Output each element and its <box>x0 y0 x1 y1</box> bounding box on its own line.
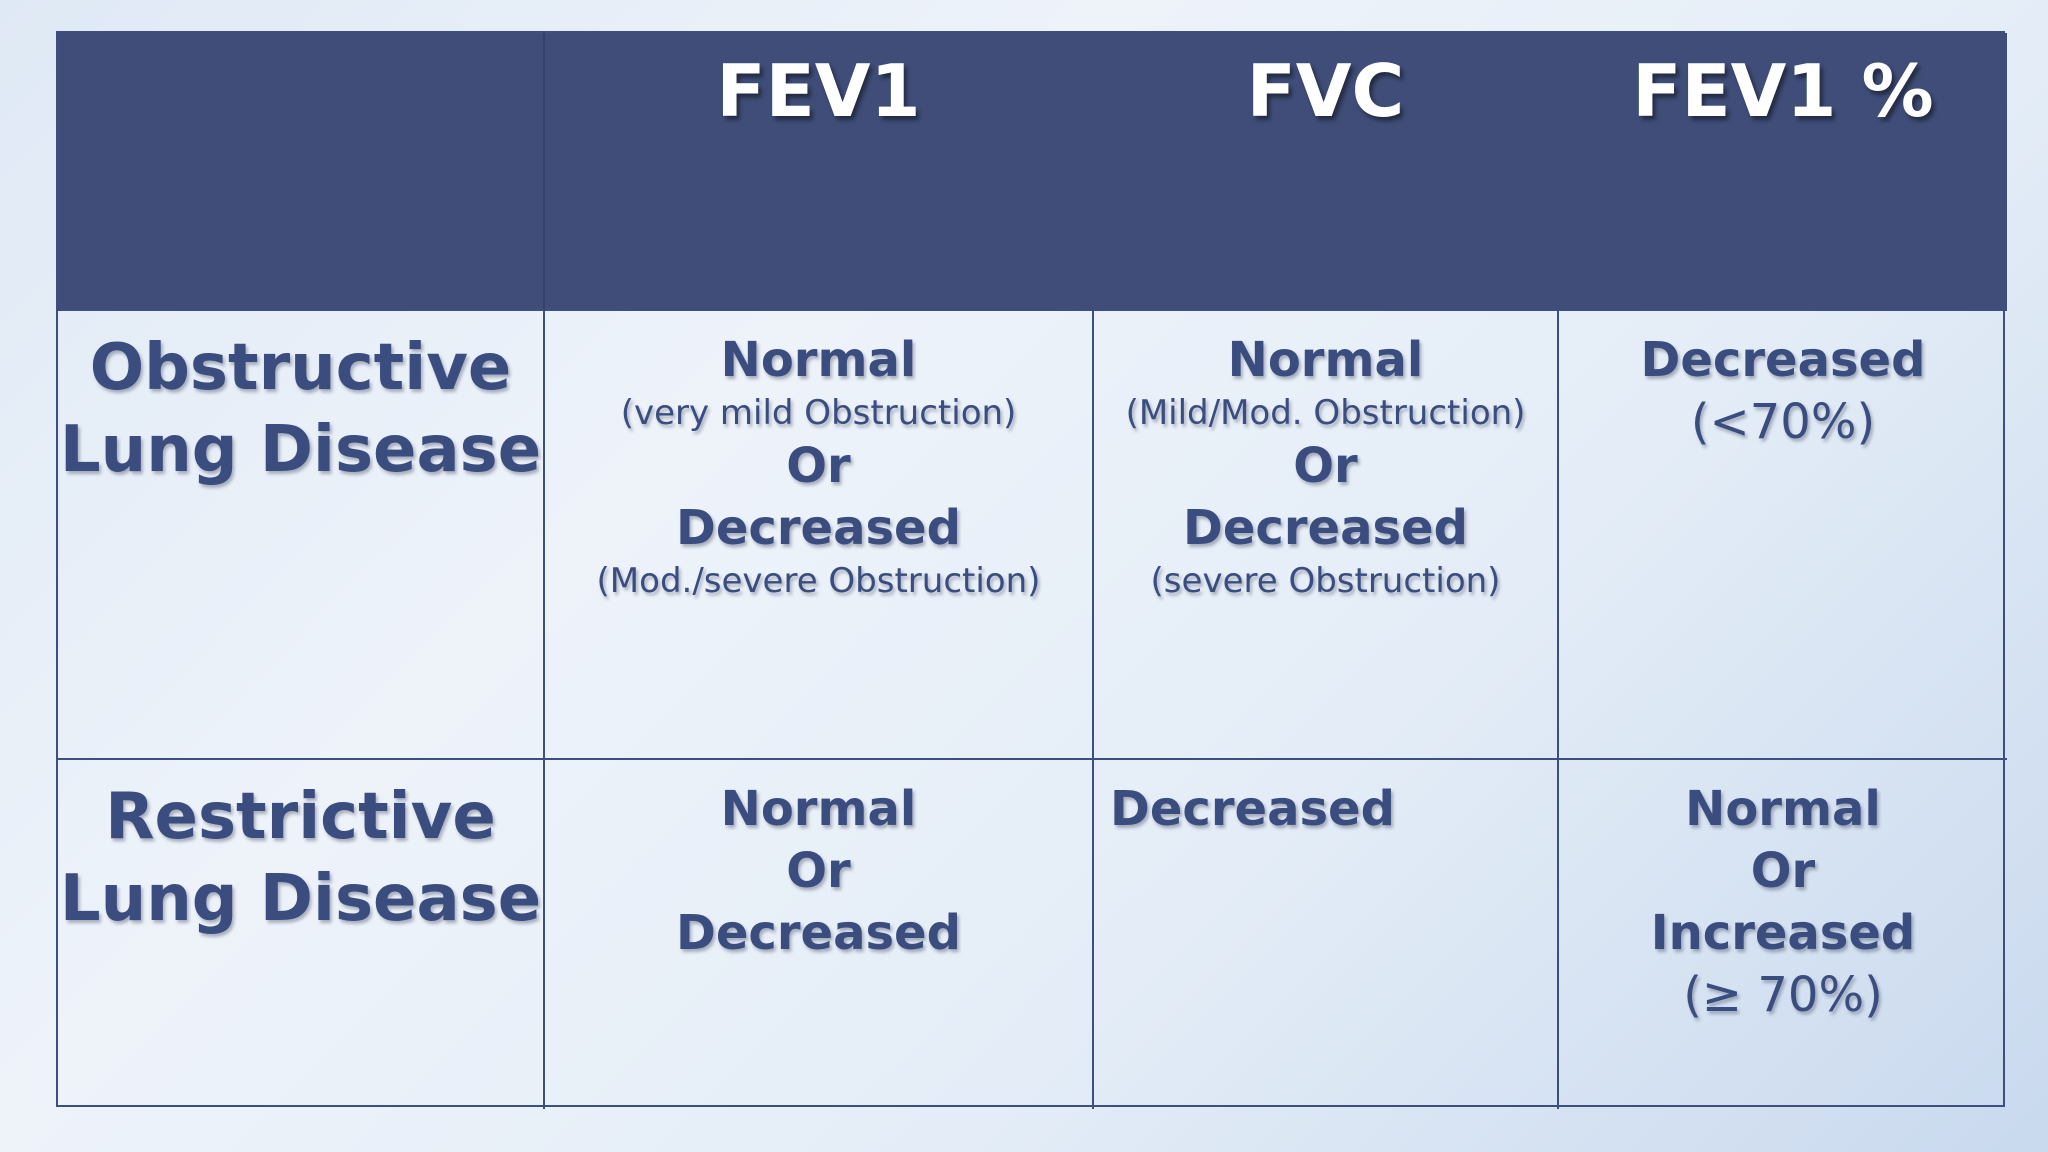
cell-note: (≥ 70%) <box>1683 967 1883 1023</box>
header-cell-empty <box>58 33 545 311</box>
cell-value: Normal <box>720 332 917 388</box>
header-cell-fev1-percent: FEV1 % <box>1559 33 2007 311</box>
cell-value: Or <box>786 438 851 494</box>
row-label-line: Restrictive <box>105 780 496 854</box>
row-label-line: Obstructive <box>89 331 512 405</box>
header-label-fev1: FEV1 <box>716 49 921 133</box>
cell-value: Decreased <box>1640 332 1926 388</box>
cell-obstructive-fvc: Normal (Mild/Mod. Obstruction) Or Decrea… <box>1094 311 1559 760</box>
header-cell-fvc: FVC <box>1094 33 1559 311</box>
row-label-line: Lung Disease <box>59 862 542 936</box>
cell-obstructive-fev1-percent: Decreased (<70%) <box>1559 311 2007 760</box>
row-label-line: Lung Disease <box>59 413 542 487</box>
cell-obstructive-fev1: Normal (very mild Obstruction) Or Decrea… <box>545 311 1094 760</box>
cell-restrictive-fev1: Normal Or Decreased <box>545 760 1094 1109</box>
cell-value: Normal <box>1685 781 1881 837</box>
cell-value: Decreased <box>1183 500 1468 556</box>
header-cell-fev1: FEV1 <box>545 33 1094 311</box>
cell-value: Or <box>786 843 851 899</box>
cell-note: (severe Obstruction) <box>1150 561 1501 601</box>
header-label-fvc: FVC <box>1246 49 1405 133</box>
cell-value: Normal <box>720 781 917 837</box>
cell-restrictive-fev1-percent: Normal Or Increased (≥ 70%) <box>1559 760 2007 1109</box>
header-label-fev1-percent: FEV1 % <box>1632 49 1934 133</box>
cell-note: (Mild/Mod. Obstruction) <box>1125 393 1526 433</box>
cell-value: Increased <box>1650 905 1916 961</box>
row-label-restrictive: Restrictive Lung Disease <box>58 760 545 1109</box>
cell-value: Decreased <box>1110 781 1395 837</box>
cell-value: Decreased <box>676 500 961 556</box>
cell-restrictive-fvc: Decreased <box>1094 760 1559 1109</box>
cell-note: (very mild Obstruction) <box>620 393 1017 433</box>
row-label-obstructive: Obstructive Lung Disease <box>58 311 545 760</box>
cell-value: Or <box>1293 438 1358 494</box>
cell-value: Decreased <box>676 905 961 961</box>
cell-note: (<70%) <box>1690 394 1876 450</box>
cell-note: (Mod./severe Obstruction) <box>596 561 1041 601</box>
comparison-table: FEV1 FVC FEV1 % Obstructive Lung Disease… <box>56 31 2007 1109</box>
cell-value: Normal <box>1227 332 1424 388</box>
cell-value: Or <box>1750 843 1816 899</box>
